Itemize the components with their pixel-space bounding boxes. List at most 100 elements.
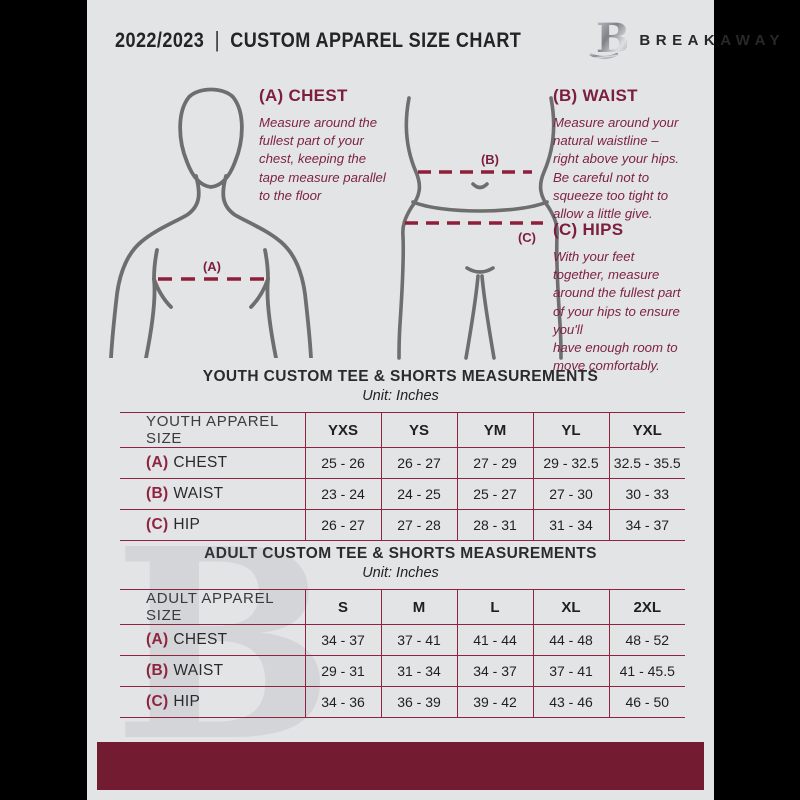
cell-value: 36 - 39 [380, 686, 457, 718]
table-row: (C) HIP 34 - 36 36 - 39 39 - 42 43 - 46 4… [120, 686, 685, 718]
cell-value: 29 - 31 [304, 655, 381, 687]
row-label: CHEST [173, 454, 228, 471]
table-row: (B) WAIST 23 - 24 24 - 25 25 - 27 27 - 30… [120, 478, 685, 510]
adult-size-m: M [380, 589, 457, 625]
right-chest-side [263, 248, 270, 281]
cell-value: 32.5 - 35.5 [608, 447, 685, 479]
cell-value: 27 - 28 [380, 509, 457, 541]
right-inner-arm [265, 277, 278, 360]
season-label: 2022/2023 [115, 29, 205, 52]
cell-value: 25 - 27 [456, 478, 533, 510]
brand-name: BREAKAWAY [639, 31, 786, 49]
cell-value: 34 - 37 [304, 624, 381, 656]
cell-value: 46 - 50 [608, 686, 685, 718]
svg-text:B: B [596, 16, 627, 60]
row-label: HIP [173, 693, 201, 710]
adult-size-2xl: 2XL [608, 589, 685, 625]
chest-body: Measure around the fullest part of your … [259, 115, 386, 203]
cell-value: 24 - 25 [380, 478, 457, 510]
hip-diagram-label: (C) [518, 230, 536, 245]
youth-size-yxl: YXL [608, 412, 685, 448]
table-row: (A) CHEST 34 - 37 37 - 41 41 - 44 44 - 48… [120, 624, 685, 656]
header: 2022/2023 | CUSTOM APPAREL SIZE CHART [115, 15, 780, 62]
adult-header-row: ADULT APPAREL SIZE S M L XL 2XL [120, 589, 685, 625]
cell-value: 30 - 33 [608, 478, 685, 510]
cell-value: 43 - 46 [532, 686, 609, 718]
adult-size-xl: XL [532, 589, 609, 625]
size-chart-page: B 2022/2023 | CUSTOM APPAREL SIZE CHART [87, 0, 780, 800]
youth-size-yxs: YXS [304, 412, 381, 448]
right-shoulder-outline [221, 174, 313, 360]
youth-size-ys: YS [380, 412, 457, 448]
left-chest-side [152, 248, 159, 281]
row-prefix: (C) [146, 516, 169, 533]
youth-header-row: YOUTH APPAREL SIZE YXS YS YM YL YXL [120, 412, 685, 448]
chest-heading: (A) CHEST [259, 86, 348, 105]
adult-size-s: S [304, 589, 381, 625]
cell-value: 23 - 24 [304, 478, 381, 510]
waist-heading: (B) WAIST [553, 86, 638, 105]
left-inner-leg [464, 274, 480, 360]
waist-instruction: (B) WAIST Measure around your natural wa… [553, 86, 705, 223]
row-prefix: (B) [146, 662, 169, 679]
row-label: WAIST [173, 485, 224, 502]
youth-waist-label: (B) WAIST [120, 478, 305, 510]
hips-heading: (C) HIPS [553, 220, 624, 239]
left-shoulder-outline [109, 174, 201, 360]
cell-value: 26 - 27 [304, 509, 381, 541]
cell-value: 25 - 26 [304, 447, 381, 479]
cell-value: 39 - 42 [456, 686, 533, 718]
cell-value: 27 - 29 [456, 447, 533, 479]
youth-chest-label: (A) CHEST [120, 447, 305, 479]
youth-hip-label: (C) HIP [120, 509, 305, 541]
title-label: CUSTOM APPAREL SIZE CHART [230, 29, 522, 52]
cell-value: 27 - 30 [532, 478, 609, 510]
navel-mark [471, 182, 489, 190]
adult-chest-label: (A) CHEST [120, 624, 305, 656]
adult-table-unit: Unit: Inches [362, 565, 439, 581]
adult-hip-label: (C) HIP [120, 686, 305, 718]
row-prefix: (A) [146, 631, 169, 648]
head-outline [178, 87, 244, 189]
adult-size-table: ADULT APPAREL SIZE S M L XL 2XL (A) CHEST… [120, 589, 685, 718]
hips-instruction: (C) HIPS With your feet together, measur… [553, 220, 709, 376]
cell-value: 26 - 27 [380, 447, 457, 479]
youth-size-yl: YL [532, 412, 609, 448]
adult-waist-label: (B) WAIST [120, 655, 305, 687]
table-row: (B) WAIST 29 - 31 31 - 34 34 - 37 37 - 41… [120, 655, 685, 687]
row-label: HIP [173, 516, 201, 533]
adult-table-title: ADULT CUSTOM TEE & SHORTS MEASUREMENTS [204, 545, 597, 562]
waist-hips-diagram: (B) (C) [387, 94, 565, 365]
pelvis-curve [465, 266, 495, 274]
waist-body: Measure around your natural waistline – … [553, 115, 680, 222]
left-inner-arm [144, 277, 157, 360]
cell-value: 34 - 37 [608, 509, 685, 541]
table-row: (C) HIP 26 - 27 27 - 28 28 - 31 31 - 34 3… [120, 509, 685, 541]
adult-size-l: L [456, 589, 533, 625]
cell-value: 28 - 31 [456, 509, 533, 541]
left-armpit-flick [152, 277, 173, 309]
cell-value: 31 - 34 [532, 509, 609, 541]
youth-size-ym: YM [456, 412, 533, 448]
brand-logo: B BREAKAWAY [587, 15, 786, 65]
right-inner-leg [480, 274, 496, 360]
row-prefix: (A) [146, 454, 169, 471]
chest-diagram-label: (A) [203, 259, 221, 274]
footer-bar [97, 742, 704, 790]
hips-body: With your feet together, measure around … [553, 249, 681, 374]
cell-value: 41 - 45.5 [608, 655, 685, 687]
breakaway-logo-icon: B [587, 15, 630, 65]
right-torso-outline [538, 96, 563, 360]
cell-value: 34 - 36 [304, 686, 381, 718]
cell-value: 48 - 52 [608, 624, 685, 656]
row-prefix: (C) [146, 693, 169, 710]
waist-diagram-label: (B) [481, 152, 499, 167]
chest-instruction: (A) CHEST Measure around the fullest par… [259, 86, 407, 205]
chest-diagram: (A) [105, 82, 317, 363]
cell-value: 44 - 48 [532, 624, 609, 656]
left-torso-outline [397, 96, 422, 360]
row-label: CHEST [173, 631, 228, 648]
waistband-curve [411, 200, 549, 213]
row-prefix: (B) [146, 485, 169, 502]
